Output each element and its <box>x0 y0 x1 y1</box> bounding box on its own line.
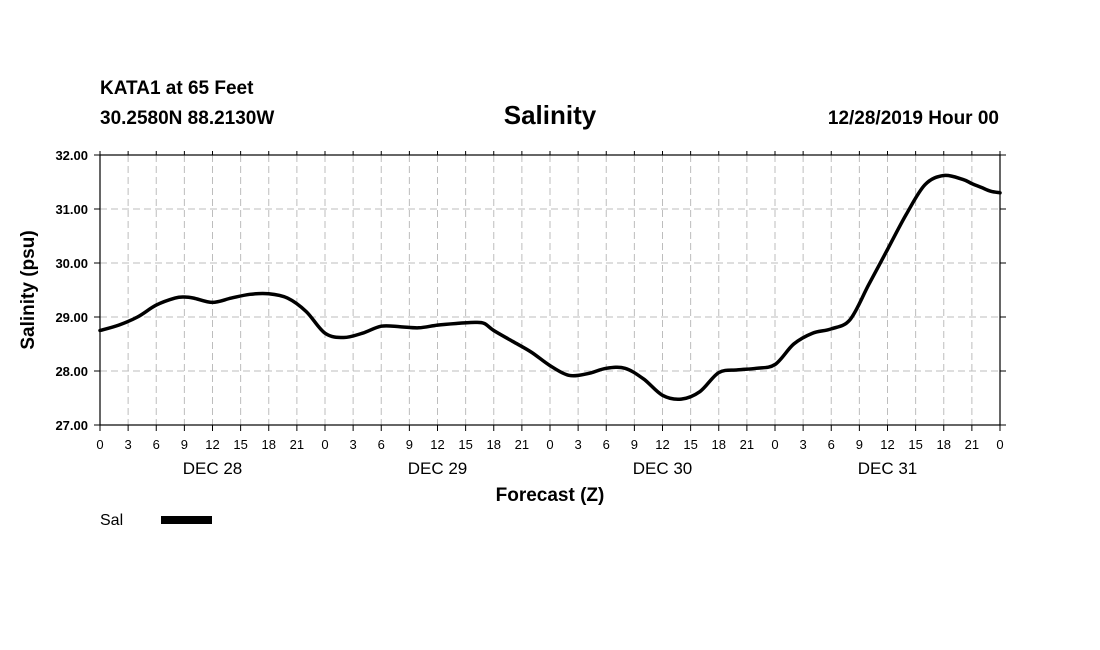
grid-layer <box>100 155 1000 425</box>
station-name: KATA1 at 65 Feet <box>100 78 254 99</box>
x-tick-label: 6 <box>603 437 610 452</box>
x-tick-label: 18 <box>487 437 501 452</box>
x-tick-label: 3 <box>350 437 357 452</box>
label-layer: 27.00 28.00 29.00 30.00 31.00 32.00 0 3 6 9 12 15 18… <box>55 148 1003 478</box>
x-tick-label: 0 <box>546 437 553 452</box>
x-tick-label: 3 <box>800 437 807 452</box>
x-tick-label: 3 <box>125 437 132 452</box>
x-tick-label: 21 <box>290 437 304 452</box>
x-axis-title: Forecast (Z) <box>496 485 605 506</box>
x-tick-label: 3 <box>575 437 582 452</box>
day-label: DEC 31 <box>858 459 918 478</box>
series-layer <box>98 173 1002 401</box>
x-tick-label: 9 <box>181 437 188 452</box>
series-line-sal <box>98 173 1002 401</box>
x-tick-label: 6 <box>378 437 385 452</box>
legend-label: Sal <box>100 512 123 529</box>
x-tick-label: 12 <box>655 437 669 452</box>
tick-layer <box>94 151 1006 431</box>
station-coordinates: 30.2580N 88.2130W <box>100 108 274 129</box>
forecast-timestamp: 12/28/2019 Hour 00 <box>828 108 999 129</box>
x-tick-label: 18 <box>712 437 726 452</box>
x-tick-label: 15 <box>233 437 247 452</box>
x-tick-label: 15 <box>908 437 922 452</box>
plot-frame <box>99 154 1001 426</box>
x-tick-label: 0 <box>96 437 103 452</box>
x-tick-label: 21 <box>515 437 529 452</box>
day-label: DEC 29 <box>408 459 468 478</box>
x-tick-label: 0 <box>996 437 1003 452</box>
x-tick-label: 6 <box>153 437 160 452</box>
y-tick-label: 30.00 <box>55 256 88 271</box>
day-label: DEC 30 <box>633 459 693 478</box>
x-tick-label: 21 <box>740 437 754 452</box>
x-tick-label: 0 <box>321 437 328 452</box>
y-tick-label: 29.00 <box>55 310 88 325</box>
x-tick-label: 9 <box>856 437 863 452</box>
x-tick-label: 15 <box>683 437 697 452</box>
y-tick-label: 31.00 <box>55 202 88 217</box>
x-tick-label: 12 <box>880 437 894 452</box>
x-tick-label: 6 <box>828 437 835 452</box>
x-tick-label: 18 <box>262 437 276 452</box>
x-tick-label: 18 <box>937 437 951 452</box>
x-tick-label: 9 <box>631 437 638 452</box>
day-label: DEC 28 <box>183 459 243 478</box>
chart-title: Salinity <box>504 100 597 130</box>
x-tick-label: 9 <box>406 437 413 452</box>
y-tick-label: 28.00 <box>55 364 88 379</box>
x-tick-label: 12 <box>430 437 444 452</box>
y-tick-label: 32.00 <box>55 148 88 163</box>
x-tick-label: 15 <box>458 437 472 452</box>
x-tick-label: 0 <box>771 437 778 452</box>
y-tick-label: 27.00 <box>55 418 88 433</box>
x-tick-label: 12 <box>205 437 219 452</box>
y-axis-title: Salinity (psu) <box>18 230 39 349</box>
legend: Sal <box>100 512 212 529</box>
x-tick-label: 21 <box>965 437 979 452</box>
